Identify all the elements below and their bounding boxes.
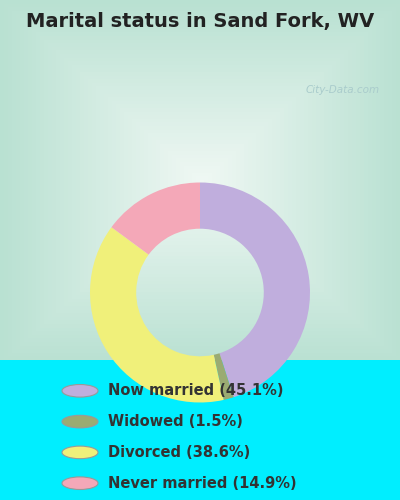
Wedge shape [112, 182, 200, 254]
Text: Now married (45.1%): Now married (45.1%) [108, 384, 284, 398]
Circle shape [62, 384, 98, 397]
Text: City-Data.com: City-Data.com [306, 85, 380, 95]
Wedge shape [200, 182, 310, 397]
Circle shape [62, 477, 98, 490]
Text: Never married (14.9%): Never married (14.9%) [108, 476, 297, 490]
Circle shape [62, 416, 98, 428]
Circle shape [62, 446, 98, 458]
Wedge shape [214, 353, 234, 400]
Text: Divorced (38.6%): Divorced (38.6%) [108, 445, 250, 460]
Text: Widowed (1.5%): Widowed (1.5%) [108, 414, 243, 429]
Text: Marital status in Sand Fork, WV: Marital status in Sand Fork, WV [26, 12, 374, 32]
Wedge shape [90, 227, 224, 402]
